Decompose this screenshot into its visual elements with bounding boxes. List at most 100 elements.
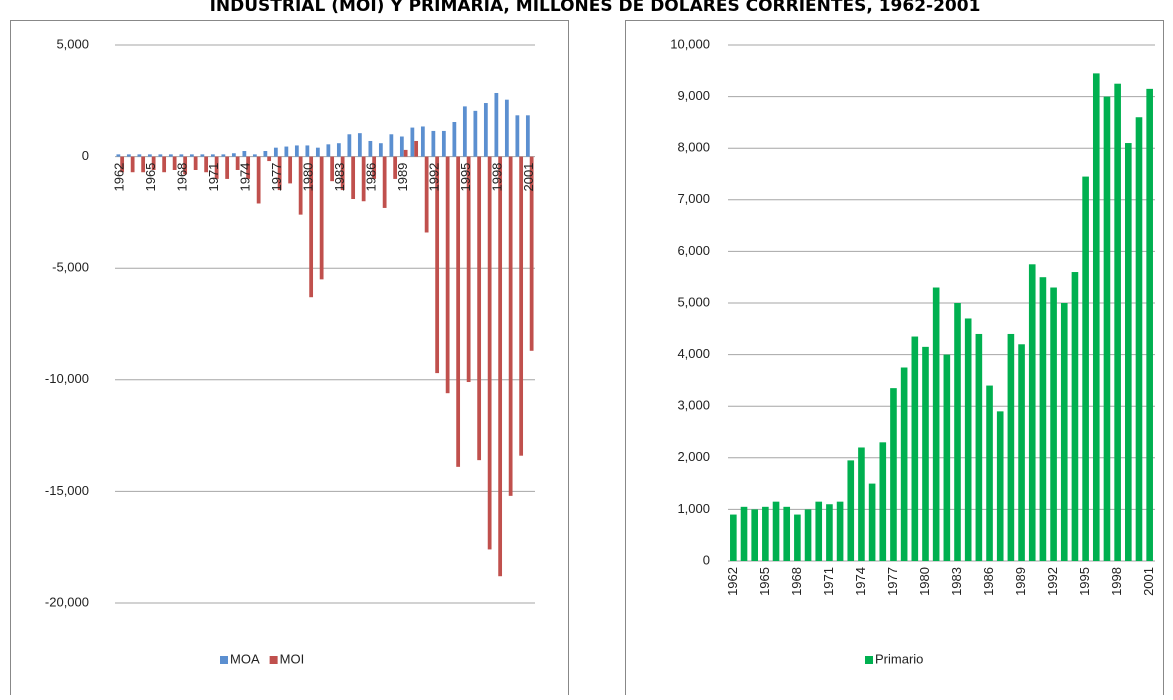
bar [340,156,345,191]
x-tick-label: 1998 [490,163,505,192]
bar [1146,88,1153,562]
y-tick-label: 10,000 [670,36,710,51]
x-tick-label: 1962 [725,567,740,596]
bar [868,483,876,561]
bar [519,156,524,456]
right-panel [625,20,1164,700]
bar [389,134,394,157]
bar [242,151,247,157]
bar [890,388,897,561]
bar [336,143,341,157]
bar [399,136,404,157]
bar [368,140,373,157]
x-tick-label: 1995 [458,163,473,192]
bar [498,156,503,577]
bar [525,115,530,157]
bar [351,156,356,200]
bar [256,156,261,204]
bar [1092,73,1100,561]
bar [225,156,230,179]
x-tick-label: 1977 [269,163,284,192]
bar [221,154,226,157]
bar [1050,287,1057,561]
bar [361,156,366,202]
bar [762,506,769,561]
bar [483,103,488,157]
y-tick-label: 0 [703,552,710,567]
bar [879,442,887,561]
y-tick-label: 7,000 [677,191,710,206]
bar [147,154,152,157]
bar [284,146,289,157]
y-tick-label: 3,000 [677,398,710,413]
bar [456,156,461,467]
bar [943,354,951,561]
x-tick-label: 1980 [917,567,932,596]
x-tick-label: 1992 [1045,567,1060,596]
bar [508,156,513,496]
left-panel [10,20,569,700]
bar [168,154,173,157]
bar [277,156,282,191]
y-tick-label: 9,000 [677,88,710,103]
x-tick-label: 1986 [981,567,996,596]
bar [315,147,320,157]
bar [294,145,299,157]
bar [246,156,251,179]
y-tick-label: -10,000 [45,371,89,386]
x-tick-label: 1974 [238,163,253,192]
bar [235,156,240,170]
bar [1007,333,1015,561]
bar [911,336,919,561]
x-tick-label: 2001 [1141,567,1156,596]
bar [730,514,737,561]
bar [435,156,440,374]
bar [772,501,780,561]
bar [858,447,865,561]
bar [378,143,383,157]
y-tick-label: 6,000 [677,243,710,258]
bar [326,144,331,157]
bar [847,460,855,561]
bar [179,154,184,157]
x-tick-label: 1977 [885,567,900,596]
bar [783,506,791,561]
bar [330,156,335,182]
y-tick-label: -5,000 [52,260,89,275]
bar [986,385,993,561]
bar [309,156,314,298]
bar [319,156,324,280]
bar [529,156,534,351]
bar [964,318,972,561]
bar [231,153,236,157]
x-tick-label: 1968 [175,163,190,192]
bar [515,115,520,157]
bar [794,514,801,561]
bar [420,126,425,157]
bar [288,156,293,184]
bar [298,156,303,215]
legend-label: MOI [280,651,305,666]
bar [1125,143,1132,562]
legend-label: Primario [875,651,923,666]
bar [504,99,509,157]
bar [141,156,146,173]
bar [445,156,450,394]
bar [751,509,758,561]
bar [441,130,446,157]
x-tick-label: 1968 [789,567,804,596]
bar [210,154,215,157]
bar [1039,277,1047,561]
bar [1103,96,1111,561]
bar [137,154,142,157]
bar [1114,83,1121,561]
bar [494,92,499,157]
bar [158,154,163,157]
x-tick-label: 1998 [1109,567,1124,596]
bar [996,411,1004,561]
bar [357,133,362,157]
x-tick-label: 1971 [206,163,221,192]
bar [477,156,482,461]
x-tick-label: 1983 [332,163,347,192]
legend-swatch [269,656,278,664]
